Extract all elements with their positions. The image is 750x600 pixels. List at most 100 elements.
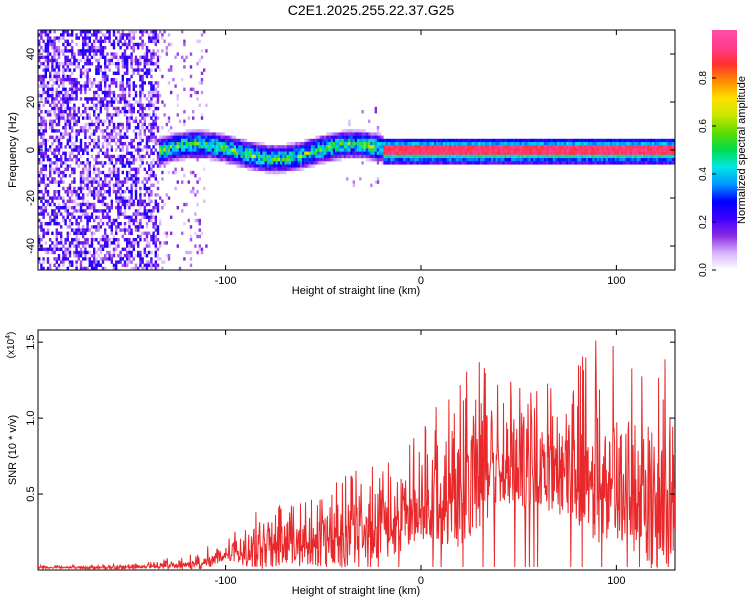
heatmap-cell [134,135,138,139]
heatmap-cell [82,42,85,47]
heatmap-cell [60,142,63,146]
heatmap-cell [97,154,100,159]
heatmap-cell [220,145,223,149]
snr-series-line [38,340,675,570]
heatmap-cell [64,100,67,104]
heatmap-cell [379,132,382,136]
heatmap-cell [194,174,197,178]
heatmap-cell [68,132,72,136]
heatmap-cell [671,154,674,159]
heatmap-cell [581,154,584,159]
heatmap-cell [183,122,186,127]
heatmap-cell [293,161,296,165]
heatmap-cell [95,30,98,34]
heatmap-cell [280,158,283,162]
heatmap-cell [119,154,122,159]
heatmap-cell [55,164,58,168]
heatmap-cell [134,30,138,34]
heatmap-cell [341,151,344,155]
heatmap-cell [174,170,177,175]
heatmap-cell [108,135,111,139]
heatmap-cell [38,247,41,251]
heatmap-cell [110,199,113,203]
heatmap-cell [101,135,105,139]
heatmap-cell [71,55,74,59]
heatmap-cell [194,193,197,197]
heatmap-cell [82,65,85,69]
heatmap-cell [64,55,67,59]
heatmap-cell [176,135,179,139]
heatmap-cell [53,119,56,123]
heatmap-cell [112,81,116,85]
heatmap-cell [40,222,43,226]
heatmap-cell [46,247,50,251]
heatmap-cell [585,145,589,149]
heatmap-cell [46,183,50,187]
heatmap-cell [610,158,613,162]
heatmap-cell [632,148,635,152]
heatmap-cell [62,87,65,91]
heatmap-cell [656,138,659,143]
heatmap-cell [156,62,160,66]
heatmap-cell [568,142,571,146]
heatmap-cell [123,52,127,56]
heatmap-cell [200,151,204,155]
heatmap-cell [473,161,476,165]
heatmap-cell [522,138,525,143]
heatmap-cell [62,116,65,120]
heatmap-cell [75,238,78,242]
heatmap-cell [405,158,408,162]
heatmap-cell [82,180,85,184]
heatmap-cell [339,145,342,149]
heatmap-cell [390,142,393,146]
heatmap-cell [306,158,309,162]
heatmap-cell [75,193,78,197]
heatmap-cell [425,151,428,155]
heatmap-cell [376,151,380,155]
heatmap-cell [97,260,100,264]
heatmap-cell [574,154,578,159]
heatmap-cell [658,151,661,155]
heatmap-cell [324,151,327,155]
heatmap-cell [88,190,91,194]
heatmap-cell [73,209,76,213]
heatmap-cell [115,113,118,117]
heatmap-cell [46,94,50,98]
heatmap-cell [108,39,111,43]
heatmap-cell [293,145,296,149]
heatmap-cell [339,135,342,139]
heatmap-cell [121,148,124,152]
heatmap-cell [462,154,465,159]
heatmap-cell [143,167,146,171]
heatmap-cell [75,84,78,88]
heatmap-cell [46,68,50,72]
heatmap-cell [552,151,556,155]
heatmap-cell [293,158,296,162]
heatmap-cell [115,260,118,264]
heatmap-cell [174,158,177,162]
heatmap-cell [671,161,674,165]
heatmap-cell [139,132,142,136]
heatmap-cell [60,132,63,136]
heatmap-cell [614,154,617,159]
heatmap-cell [84,177,87,181]
heatmap-cell [418,148,421,152]
heatmap-cell [77,209,80,213]
heatmap-cell [185,270,187,273]
heatmap-cell [500,142,503,146]
heatmap-cell [282,167,285,171]
heatmap-cell [60,62,63,66]
heatmap-cell [84,238,87,242]
heatmap-cell [387,142,391,146]
heatmap-cell [365,154,369,159]
heatmap-cell [66,209,69,213]
heatmap-cell [200,231,204,235]
heatmap-cell [53,58,56,63]
heatmap-cell [189,135,193,139]
heatmap-cell [130,103,133,107]
heatmap-cell [467,158,470,162]
heatmap-cell [654,158,657,162]
heatmap-cell [161,260,164,264]
heatmap-cell [55,36,58,40]
heatmap-cell [244,151,248,155]
